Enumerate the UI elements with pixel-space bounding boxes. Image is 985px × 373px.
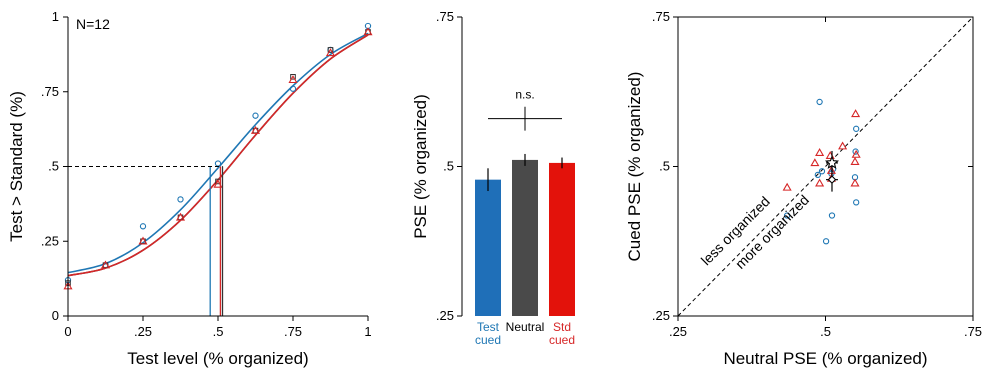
circle-marker	[818, 168, 826, 175]
psychometric-panel: 0 .25 .5 .75 1 0 .25 .5 .75 1 N=12 Test level (% …	[7, 9, 373, 368]
y-tick-label: .5	[443, 159, 454, 174]
significance-marker	[488, 106, 562, 131]
y-tick-label: 1	[52, 9, 59, 24]
y-tick-label: .25	[41, 233, 59, 248]
triangle-marker	[175, 212, 186, 221]
y-tick-label: .5	[659, 159, 670, 174]
circle-marker	[828, 212, 836, 219]
circle-marker	[853, 125, 860, 132]
pse-lines	[209, 166, 224, 316]
fit-curve	[67, 34, 369, 277]
x-tick-label: 1	[364, 324, 371, 339]
x-tick-label: .5	[820, 324, 831, 339]
square-marker	[327, 47, 334, 53]
triangle-marker	[838, 141, 848, 150]
x-tick-label: .75	[284, 324, 302, 339]
y-tick-label: .5	[48, 159, 59, 174]
fit-curve	[67, 32, 369, 274]
triangle-marker	[250, 125, 261, 134]
triangle-marker	[815, 148, 825, 156]
axes: 0 .25 .5 .75 1 0 .25 .5 .75 1	[41, 9, 372, 339]
category-label: cued	[549, 333, 575, 347]
axes: .25.25 .5 .5 .75 .75	[652, 9, 982, 339]
circle-marker	[853, 199, 860, 206]
summary-markers	[824, 150, 840, 192]
y-axis-title: Cued PSE (% organized)	[625, 72, 644, 262]
y-tick-label: .25	[436, 308, 454, 323]
triangle-marker	[288, 75, 298, 84]
bars	[475, 153, 575, 316]
triangle-marker	[850, 157, 860, 165]
y-tick-label: .75	[41, 84, 59, 99]
category-label: Std	[553, 320, 571, 334]
triangle-marker	[851, 109, 861, 118]
x-axis-title: Neutral PSE (% organized)	[723, 349, 927, 368]
triangle-marker	[815, 178, 825, 187]
bar	[549, 162, 575, 316]
circle-marker	[289, 85, 297, 92]
category-label: Test	[477, 320, 500, 334]
category-label: cued	[475, 333, 501, 347]
circle-marker	[816, 98, 823, 106]
triangle-marker	[325, 48, 336, 57]
triangle-marker	[850, 178, 860, 187]
triangle-marker	[851, 149, 861, 158]
circle-marker	[784, 212, 791, 219]
circle-marker	[814, 171, 821, 179]
circle-marker	[252, 112, 259, 119]
y-tick-label: .75	[436, 9, 454, 24]
circle-marker	[852, 148, 859, 155]
triangle-marker	[100, 260, 111, 269]
scatter-points	[782, 98, 861, 245]
x-tick-label: 0	[64, 324, 71, 339]
bar	[512, 159, 538, 316]
triangle-marker	[138, 236, 148, 245]
category-label: Neutral	[506, 320, 545, 334]
pse-scatter-panel: .25.25.5.5.75.75 less organized more org…	[625, 9, 982, 368]
star-marker	[824, 155, 840, 169]
sample-size-annotation: N=12	[76, 16, 110, 32]
circle-marker	[177, 196, 184, 203]
bar	[475, 179, 501, 316]
y-axis-title: Test > Standard (%)	[7, 91, 26, 242]
x-axis-title: Test level (% organized)	[127, 349, 308, 368]
y-tick-label: .75	[652, 9, 670, 24]
x-tick-label: .25	[134, 324, 152, 339]
x-tick-label: .75	[964, 324, 982, 339]
y-tick-label: 0	[52, 308, 59, 323]
x-tick-label: .25	[669, 324, 687, 339]
triangle-marker	[363, 27, 373, 36]
circle-marker	[139, 223, 147, 230]
triangle-marker	[810, 158, 820, 167]
fit-curve	[67, 34, 369, 277]
triangle-marker	[782, 182, 792, 191]
identity-diagonal	[677, 16, 974, 317]
diamond-marker	[827, 175, 837, 184]
y-axis-title: PSE (% organized)	[411, 94, 430, 239]
circle-marker	[214, 160, 222, 167]
x-tick-label: .5	[213, 324, 224, 339]
significance-label: n.s.	[515, 88, 534, 102]
fit-curves	[67, 32, 369, 277]
y-tick-label: .25	[652, 308, 670, 323]
circle-marker	[822, 238, 830, 245]
square-marker	[290, 74, 296, 80]
